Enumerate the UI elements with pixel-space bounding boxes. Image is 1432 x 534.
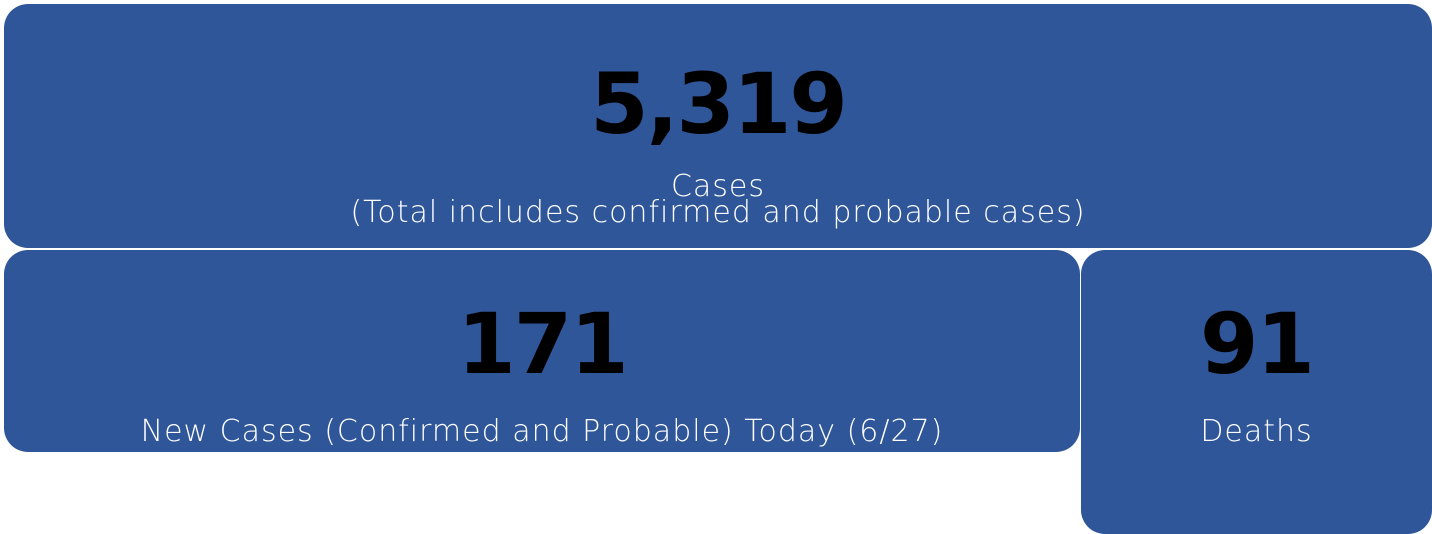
deaths-value: 91	[1200, 295, 1315, 393]
cases-label: Cases	[670, 169, 766, 204]
new-cases-card: 171 New Cases (Confirmed and Probable) T…	[4, 250, 1080, 452]
cases-card: 5,319 Cases (Total includes confirmed an…	[4, 4, 1432, 248]
cases-note: (Total includes confirmed and probable c…	[350, 195, 1086, 230]
deaths-label: Deaths	[1200, 414, 1313, 449]
deaths-card: 91 Deaths	[1081, 250, 1432, 534]
new-cases-value: 171	[457, 295, 628, 393]
cases-value: 5,319	[590, 55, 848, 153]
new-cases-label: New Cases (Confirmed and Probable) Today…	[140, 414, 944, 449]
